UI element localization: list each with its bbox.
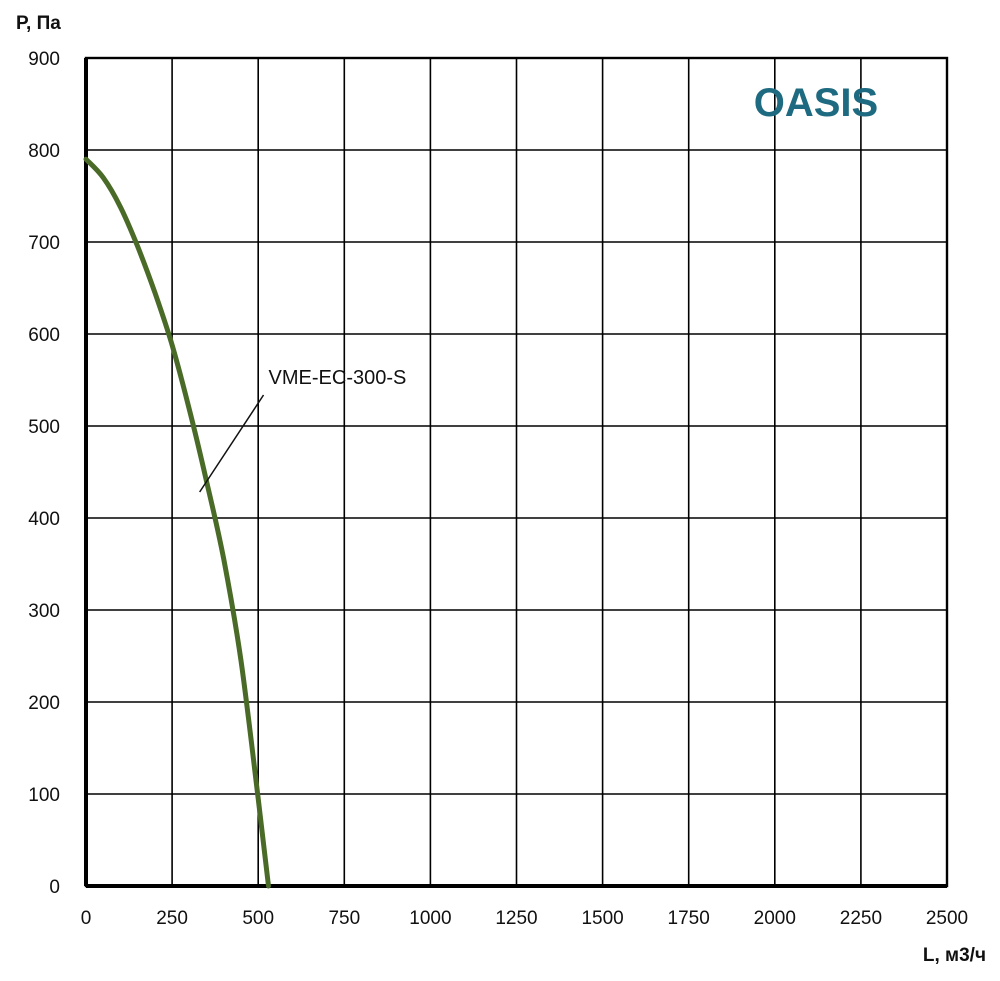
x-tick-label: 1750 — [668, 908, 710, 929]
series-leader-line — [199, 394, 265, 493]
y-tick-label: 600 — [28, 325, 60, 346]
x-tick-label: 1000 — [409, 908, 451, 929]
y-tick-label: 400 — [28, 509, 60, 530]
series-label: VME-EC-300-S — [269, 367, 407, 389]
oasis-logo: OASIS — [754, 81, 878, 125]
x-tick-label: 2500 — [926, 908, 968, 929]
x-tick-label: 1250 — [495, 908, 537, 929]
y-tick-label: 100 — [28, 785, 60, 806]
y-tick-label: 0 — [49, 877, 60, 898]
x-tick-label: 1500 — [581, 908, 623, 929]
x-tick-label: 250 — [156, 908, 188, 929]
x-tick-labels: 0 250 500 750 1000 1250 1500 1750 2000 2250 2500 — [81, 908, 968, 929]
y-axis-title: Р, Па — [16, 13, 61, 34]
y-tick-label: 300 — [28, 601, 60, 622]
x-tick-label: 500 — [242, 908, 274, 929]
x-tick-label: 2000 — [754, 908, 796, 929]
x-axis-title: L, м3/ч — [923, 945, 986, 966]
x-tick-label: 750 — [328, 908, 360, 929]
grid — [84, 56, 949, 888]
y-tick-labels: 0 100 200 300 400 500 600 700 800 900 — [28, 49, 60, 898]
y-tick-label: 800 — [28, 141, 60, 162]
x-tick-label: 2250 — [840, 908, 882, 929]
y-tick-label: 900 — [28, 49, 60, 70]
y-tick-label: 200 — [28, 693, 60, 714]
series-line — [83, 156, 271, 889]
y-tick-label: 500 — [28, 417, 60, 438]
y-tick-label: 700 — [28, 233, 60, 254]
series-layer — [83, 156, 271, 889]
x-tick-label: 0 — [81, 908, 92, 929]
